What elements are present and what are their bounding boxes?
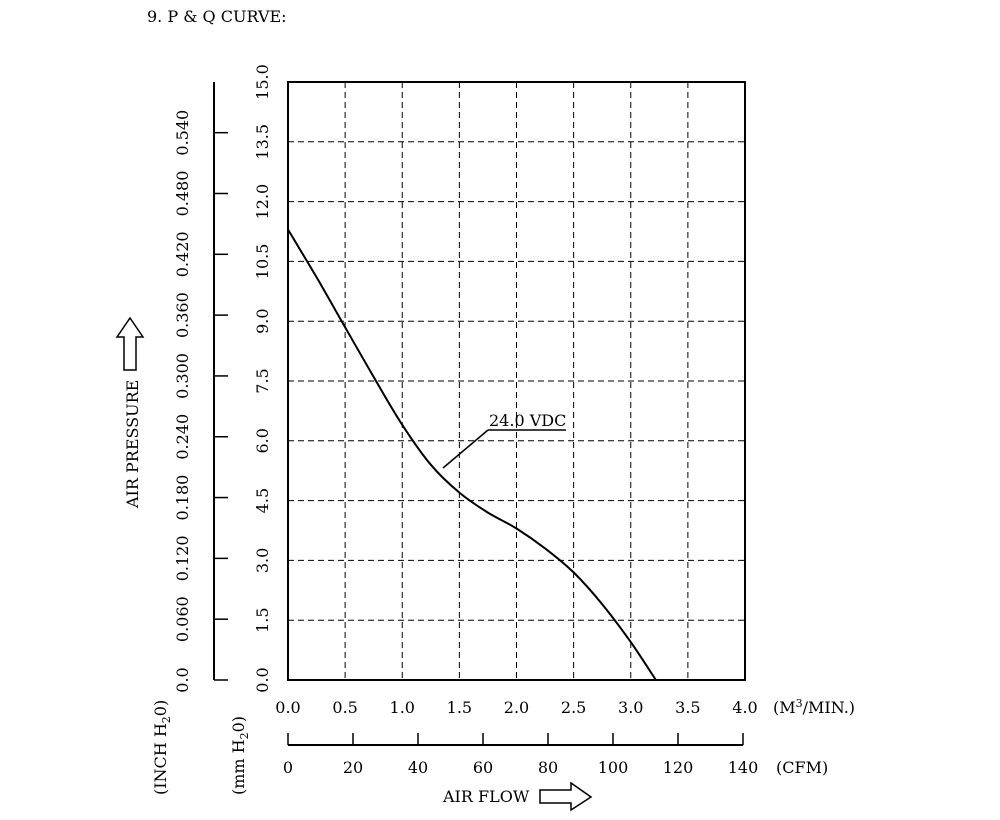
x-secondary-unit: (CFM): [776, 758, 828, 777]
arrow-up-icon: [115, 316, 145, 371]
y-primary-tick-label: 10.5: [253, 244, 272, 280]
y-secondary-unit: (INCH H20): [151, 700, 173, 795]
y-secondary-tick-label: 0.420: [173, 231, 192, 277]
y-primary-tick-label: 7.5: [253, 368, 272, 393]
y-primary-tick-label: 15.0: [253, 64, 272, 100]
x-primary-tick-label: 3.0: [618, 698, 643, 717]
series-label-leader: [442, 429, 489, 469]
x-axis-label: AIR FLOW: [442, 787, 530, 806]
x-primary-tick-label: 0.0: [275, 698, 300, 717]
y-primary-tick-label: 9.0: [253, 308, 272, 333]
y-primary-tick-label: 6.0: [253, 428, 272, 453]
x-secondary-tick-label: 60: [473, 758, 493, 777]
plot-frame: [287, 81, 746, 681]
y-secondary-tick-label: 0.480: [173, 171, 192, 217]
y-secondary-tick-label: 0.060: [173, 596, 192, 642]
x-primary-tick-label: 4.0: [732, 698, 757, 717]
x-primary-tick-label: 1.5: [447, 698, 472, 717]
cfm-ticks: 0 20 40 60 80 100 120 140: [283, 733, 758, 777]
x-primary-tick-label: 2.0: [504, 698, 529, 717]
y-axis-label: AIR PRESSURE: [123, 380, 142, 509]
y-secondary-tick-label: 0.540: [173, 110, 192, 156]
y-primary-tick-label: 1.5: [253, 607, 272, 632]
m3-tick-labels: 0.0 0.5 1.0 1.5 2.0 2.5 3.0 3.5 4.0: [275, 698, 757, 717]
x-secondary-tick-label: 40: [408, 758, 428, 777]
y-secondary-tick-label: 0.300: [173, 353, 192, 399]
y-primary-tick-label: 0.0: [253, 667, 272, 692]
y-secondary-tick-label: 0.120: [173, 535, 192, 581]
y-primary-tick-label: 4.5: [253, 488, 272, 513]
y-secondary-tick-label: 0.240: [173, 414, 192, 460]
x-primary-unit: (M3/MIN.): [773, 697, 855, 717]
y-primary-tick-label: 13.5: [253, 124, 272, 160]
arrow-right-icon: [539, 781, 593, 812]
x-primary-tick-label: 0.5: [332, 698, 357, 717]
series-label: 24.0 VDC: [489, 411, 566, 430]
x-secondary-tick-label: 120: [663, 758, 694, 777]
grid-lines: [288, 82, 745, 680]
chart-title: 9. P & Q CURVE:: [147, 7, 287, 26]
y-primary-unit: (mm H20): [229, 716, 251, 795]
y-primary-tick-label: 12.0: [253, 184, 272, 220]
y-primary-tick-label: 3.0: [253, 548, 272, 573]
y-secondary-tick-label: 0.360: [173, 292, 192, 338]
x-primary-tick-label: 2.5: [561, 698, 586, 717]
x-primary-tick-label: 3.5: [675, 698, 700, 717]
mm-h2o-tick-labels: 0.0 1.5 3.0 4.5 6.0 7.5 9.0 10.5 12.0 13.5 15.0: [253, 64, 272, 693]
x-secondary-tick-label: 100: [598, 758, 629, 777]
inch-h2o-ticks: 0.0 0.060 0.120 0.180 0.240 0.300 0.360 0.420 0.…: [173, 110, 228, 693]
y-secondary-tick-label: 0.180: [173, 475, 192, 521]
series-line-24vdc: [287, 228, 657, 681]
x-secondary-tick-label: 0: [283, 758, 293, 777]
x-secondary-tick-label: 140: [728, 758, 759, 777]
y-secondary-tick-label: 0.0: [173, 667, 192, 692]
x-secondary-tick-label: 80: [538, 758, 558, 777]
x-secondary-tick-label: 20: [343, 758, 363, 777]
x-primary-tick-label: 1.0: [390, 698, 415, 717]
